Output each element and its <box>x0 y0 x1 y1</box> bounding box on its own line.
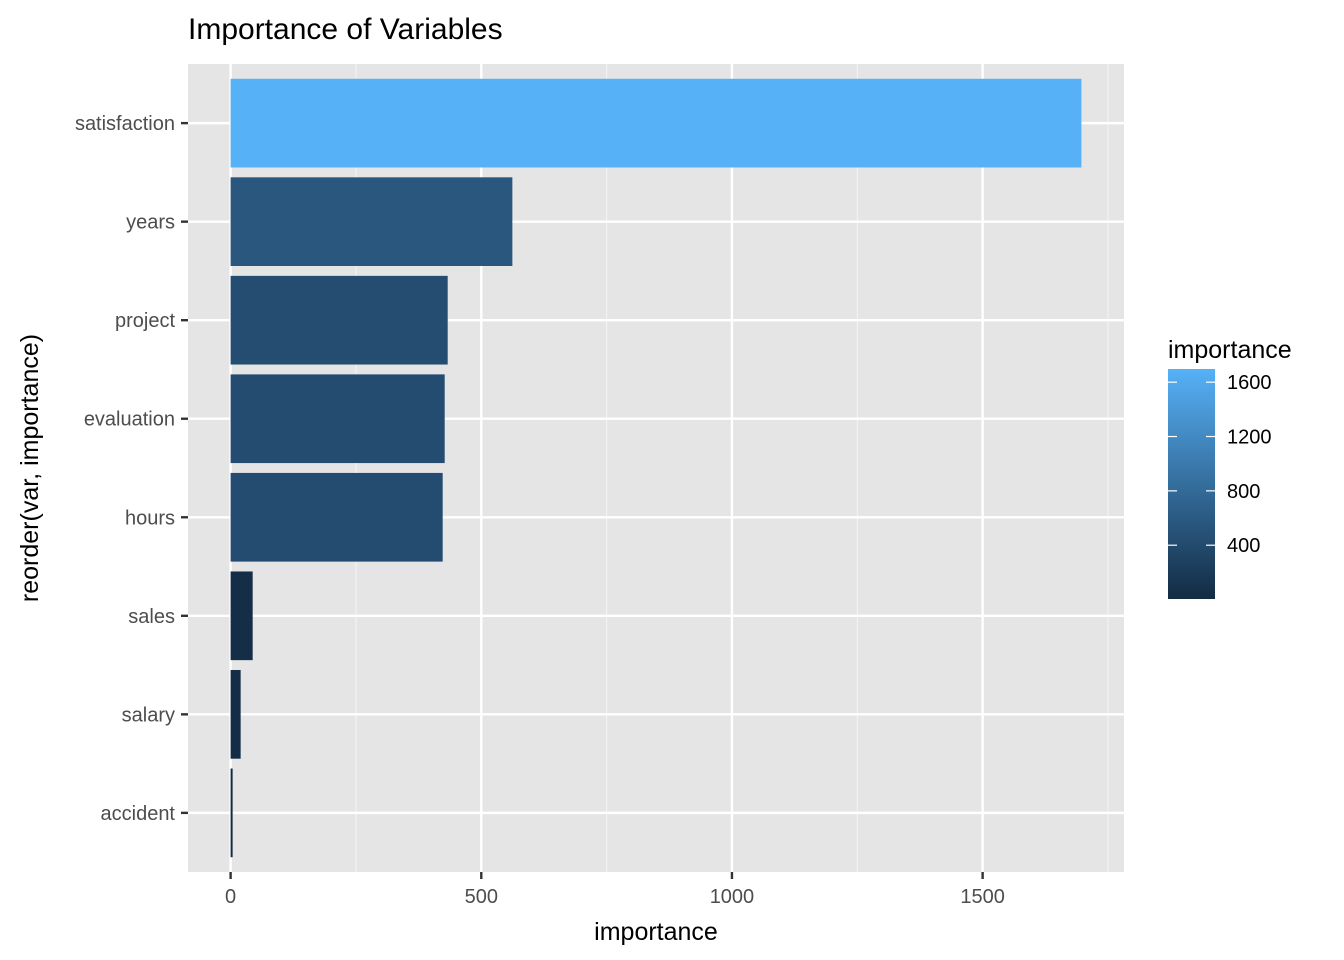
plot-panel <box>188 64 1124 872</box>
bar-evaluation <box>230 374 445 464</box>
legend-tick-label: 1600 <box>1227 372 1272 394</box>
y-tick-label: evaluation <box>84 409 175 431</box>
legend-tick-label: 800 <box>1227 481 1260 503</box>
bars <box>230 78 1082 858</box>
legend-tick-label: 1200 <box>1227 427 1272 449</box>
legend-tick-label: 400 <box>1227 535 1260 557</box>
bar-sales <box>230 571 253 661</box>
x-tick-label: 1000 <box>710 886 755 908</box>
bar-hours <box>230 472 443 562</box>
bar-salary <box>230 670 241 759</box>
chart-title: Importance of Variables <box>188 13 503 46</box>
y-tick-label: sales <box>128 606 175 628</box>
legend-title: importance <box>1168 336 1292 364</box>
x-tick-label: 0 <box>225 886 236 908</box>
legend-ticks: 400 800 1200 1600 <box>1168 372 1272 557</box>
y-tick-label: satisfaction <box>75 113 175 135</box>
bar-years <box>230 177 513 266</box>
x-axis: 0 500 1000 1500 <box>225 872 1005 908</box>
y-tick-label: project <box>115 310 175 332</box>
bar-accident <box>230 768 233 858</box>
y-tick-label: years <box>126 212 175 234</box>
x-tick-label: 500 <box>465 886 498 908</box>
bar-project <box>230 275 448 365</box>
y-axis: accident salary sales hours evaluation projec… <box>75 113 188 825</box>
x-tick-label: 1500 <box>960 886 1005 908</box>
legend: importance 400 800 1200 1600 <box>1168 336 1292 599</box>
x-axis-title: importance <box>594 918 718 946</box>
y-axis-title: reorder(var, importance) <box>16 334 44 602</box>
y-tick-label: accident <box>101 803 176 825</box>
grid-lines <box>188 64 1124 872</box>
y-tick-label: salary <box>122 704 175 726</box>
legend-colorbar <box>1168 369 1215 599</box>
bar-satisfaction <box>230 78 1082 168</box>
y-tick-label: hours <box>125 507 175 529</box>
